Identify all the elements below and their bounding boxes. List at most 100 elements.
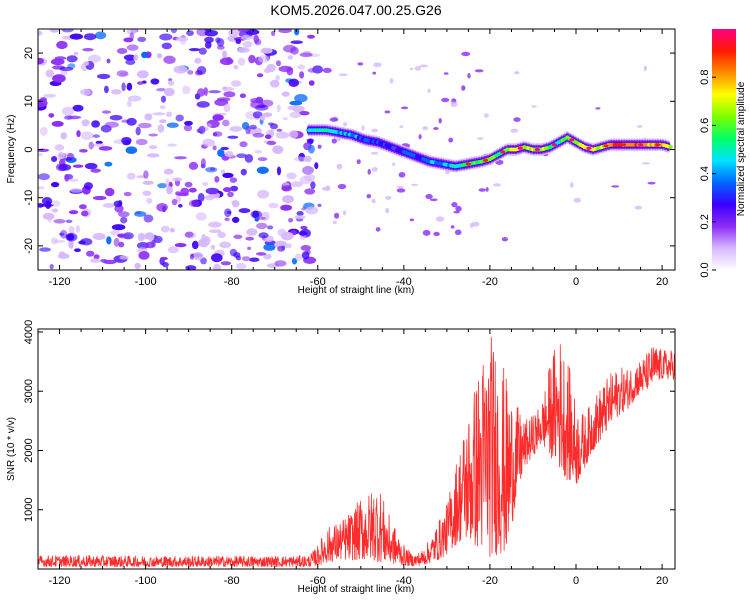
noise-blob	[467, 73, 471, 79]
x-tick-label: -60	[310, 276, 326, 288]
noise-blob	[300, 225, 308, 230]
noise-blob	[227, 191, 234, 198]
noise-blob	[138, 251, 150, 260]
noise-blob	[104, 121, 119, 128]
noise-blob	[220, 169, 226, 175]
noise-blob	[253, 34, 260, 44]
noise-blob	[53, 219, 66, 224]
noise-blob	[197, 88, 205, 97]
colorbar-label: Normalized spectral amplitude	[736, 81, 747, 216]
noise-blob	[220, 146, 229, 151]
noise-blob	[245, 236, 255, 241]
noise-blob	[443, 72, 449, 75]
noise-blob	[289, 130, 299, 139]
spectrogram-y-label: Frequency (Hz)	[6, 115, 17, 184]
noise-blob	[611, 185, 620, 188]
snr-frame	[37, 328, 676, 570]
noise-blob	[52, 74, 66, 83]
noise-blob	[257, 157, 268, 162]
colorbar-tick-label: 0.0	[699, 262, 711, 277]
noise-blob	[65, 219, 73, 223]
noise-blob	[275, 131, 290, 139]
noise-blob	[398, 172, 406, 178]
noise-blob	[142, 180, 154, 185]
noise-blob	[637, 125, 643, 128]
noise-blob	[268, 202, 279, 209]
noise-blob	[237, 57, 246, 66]
noise-blob	[435, 216, 445, 222]
noise-blob	[136, 70, 149, 79]
noise-blob	[121, 137, 132, 144]
noise-blob	[69, 188, 83, 193]
noise-blob	[63, 157, 73, 161]
y-tick-label: 0	[23, 146, 35, 152]
noise-blob	[126, 100, 132, 107]
x-tick-label: -20	[482, 575, 498, 587]
noise-blob	[276, 166, 282, 176]
noise-blob	[229, 177, 238, 183]
noise-blob	[57, 253, 70, 259]
noise-blob	[310, 181, 316, 190]
noise-blob	[501, 237, 508, 242]
spectrogram-x-label: Height of straight line (km)	[298, 285, 415, 296]
noise-blob	[185, 265, 197, 270]
noise-blob	[74, 248, 81, 252]
spectrogram-y-axis: -20 -10 0 10 20	[23, 47, 675, 254]
noise-blob	[123, 191, 132, 197]
noise-blob	[180, 37, 186, 45]
noise-blob	[188, 161, 199, 170]
noise-blob	[287, 105, 297, 111]
noise-blob	[288, 78, 300, 88]
noise-blob	[69, 33, 83, 40]
snr-x-axis: -120 -100 -80 -60 -40 -20 0 20	[37, 329, 668, 587]
noise-blob	[231, 80, 242, 87]
noise-blob	[249, 257, 260, 262]
noise-blob	[184, 231, 194, 238]
x-tick-label: -60	[310, 575, 326, 587]
noise-blob	[294, 94, 308, 103]
noise-blob	[81, 119, 90, 127]
noise-blob	[95, 140, 103, 145]
noise-blob	[289, 111, 302, 119]
x-tick-label: -120	[49, 276, 71, 288]
y-tick-label: -10	[23, 190, 35, 206]
noise-blob	[153, 235, 163, 244]
noise-blob	[133, 54, 139, 61]
noise-blob	[39, 247, 51, 252]
noise-blob	[210, 244, 216, 250]
noise-blob	[126, 117, 137, 126]
noise-blob	[66, 55, 78, 63]
signal-peak	[569, 138, 575, 142]
noise-blob	[125, 146, 138, 154]
noise-blob	[215, 37, 221, 43]
noise-blob	[222, 50, 228, 59]
noise-blob	[201, 158, 206, 167]
noise-blob	[137, 36, 147, 43]
noise-blob	[278, 29, 292, 34]
noise-blob	[88, 54, 101, 63]
noise-blob	[307, 68, 317, 73]
noise-blob	[144, 113, 153, 121]
noise-blob	[109, 114, 123, 121]
noise-blob	[167, 143, 178, 147]
colorbar-gradient	[712, 29, 736, 270]
x-tick-label: -100	[135, 276, 157, 288]
noise-blob	[188, 48, 201, 52]
noise-blob	[116, 70, 129, 77]
signal-peak	[517, 146, 523, 150]
noise-blob	[211, 190, 218, 195]
noise-blob	[289, 100, 303, 106]
noise-blob	[252, 111, 263, 119]
noise-blob	[73, 51, 79, 56]
noise-blob	[284, 243, 292, 249]
signal-peak	[586, 146, 592, 150]
noise-blob	[371, 128, 378, 133]
noise-blob	[204, 36, 214, 44]
noise-blob	[240, 34, 252, 41]
noise-blob	[159, 33, 173, 41]
noise-blob	[79, 204, 87, 210]
signal-core	[668, 145, 673, 150]
noise-blob	[86, 250, 95, 257]
noise-blob	[51, 156, 58, 162]
